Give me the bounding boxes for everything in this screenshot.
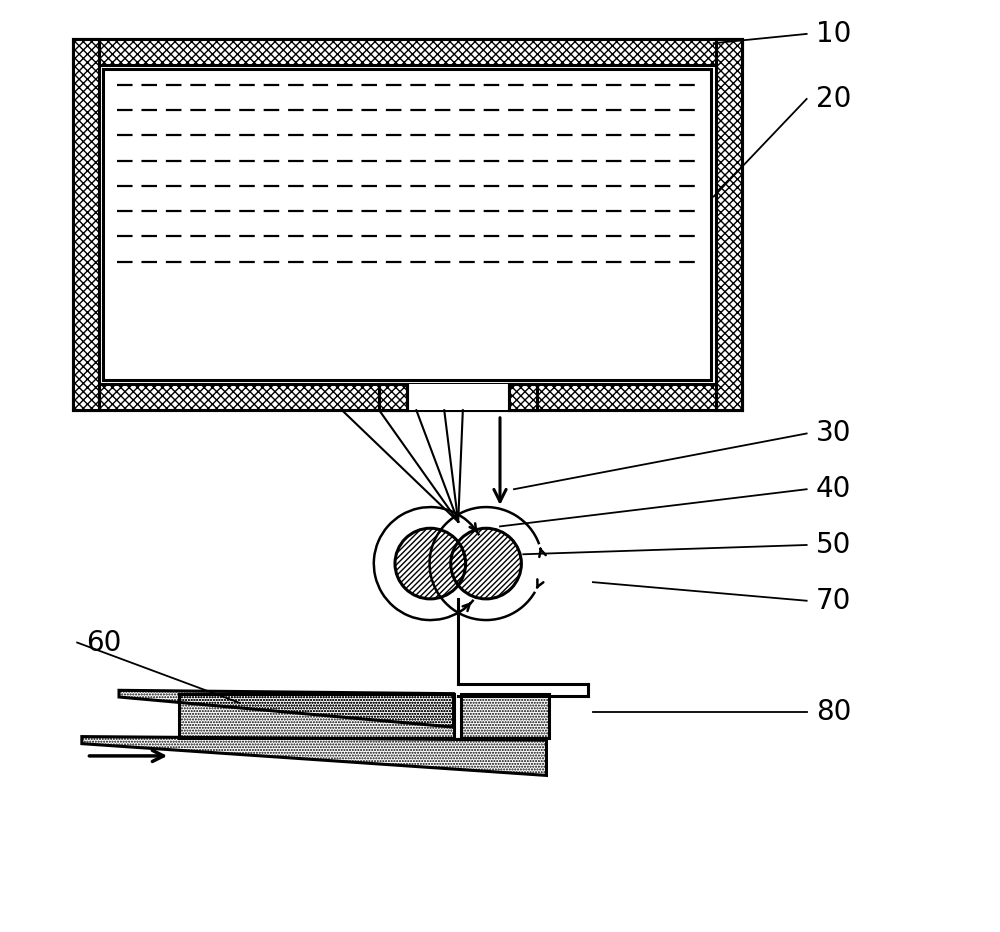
Bar	[73, 38, 99, 410]
Circle shape	[395, 528, 466, 599]
Bar	[509, 384, 537, 410]
Bar	[73, 38, 742, 410]
Bar	[73, 38, 742, 64]
Text: 60: 60	[86, 628, 122, 656]
Bar	[73, 38, 742, 64]
Text: 10: 10	[816, 20, 851, 48]
Text: 70: 70	[816, 587, 851, 615]
Bar	[73, 38, 99, 410]
Bar	[103, 69, 711, 379]
Text: 30: 30	[816, 419, 851, 447]
Text: 40: 40	[816, 475, 851, 503]
Text: 80: 80	[816, 698, 851, 726]
Circle shape	[451, 528, 521, 599]
Text: 50: 50	[816, 531, 851, 559]
Bar	[73, 384, 742, 410]
Bar	[73, 384, 742, 410]
Text: 20: 20	[816, 85, 851, 113]
Bar	[407, 384, 509, 410]
Bar	[461, 693, 549, 738]
Bar	[716, 38, 742, 410]
Bar	[379, 384, 407, 410]
Bar	[716, 38, 742, 410]
Bar	[179, 693, 454, 738]
